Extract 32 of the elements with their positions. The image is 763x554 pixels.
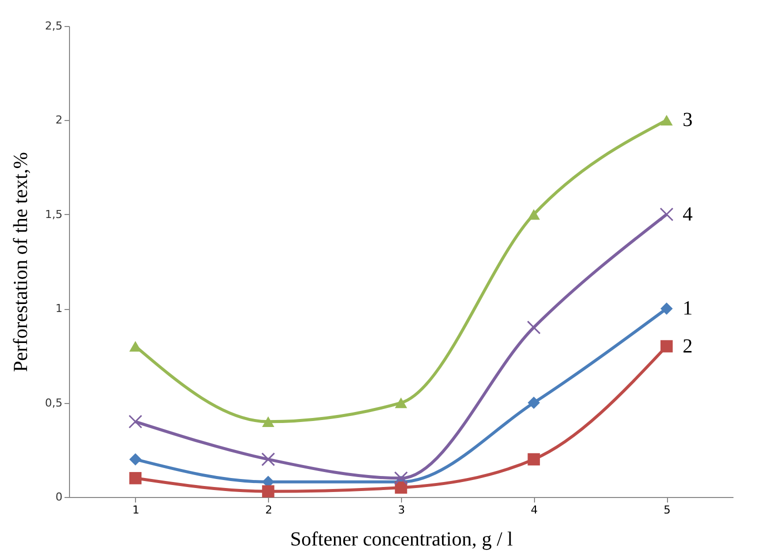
x-axis-title: Softener concentration, g / l: [290, 528, 514, 550]
series-label: 3: [682, 109, 693, 132]
x-tick-label: 5: [664, 504, 671, 516]
series-label: 4: [682, 203, 693, 226]
point: [129, 472, 142, 484]
x-tick-label: 1: [132, 504, 140, 516]
point: [394, 471, 408, 486]
x-tick-label: 4: [530, 504, 538, 516]
point: [660, 340, 673, 352]
point: [262, 485, 274, 498]
point: [528, 453, 540, 466]
point: [660, 302, 673, 315]
series-label: 1: [682, 298, 693, 320]
y-tick-label: 0,5: [45, 396, 62, 410]
y-tick-label: 1,5: [45, 208, 62, 221]
y-axis-title: Perforestation of the text,%: [10, 152, 32, 372]
point: [261, 452, 276, 466]
point: [660, 114, 673, 126]
point: [129, 453, 142, 466]
point: [528, 396, 540, 409]
point: [262, 416, 274, 427]
point: [660, 208, 674, 222]
y-tick-label: 2: [56, 114, 62, 127]
series-label: 2: [682, 335, 693, 358]
y-tick-label: 2,5: [45, 20, 62, 32]
y-tick-label: 1: [56, 302, 62, 316]
point: [394, 397, 408, 408]
point: [528, 209, 540, 220]
x-tick-label: 2: [265, 504, 272, 516]
x-tick-label: 3: [398, 504, 405, 516]
y-tick-label: 0: [56, 490, 62, 504]
point: [128, 414, 142, 429]
